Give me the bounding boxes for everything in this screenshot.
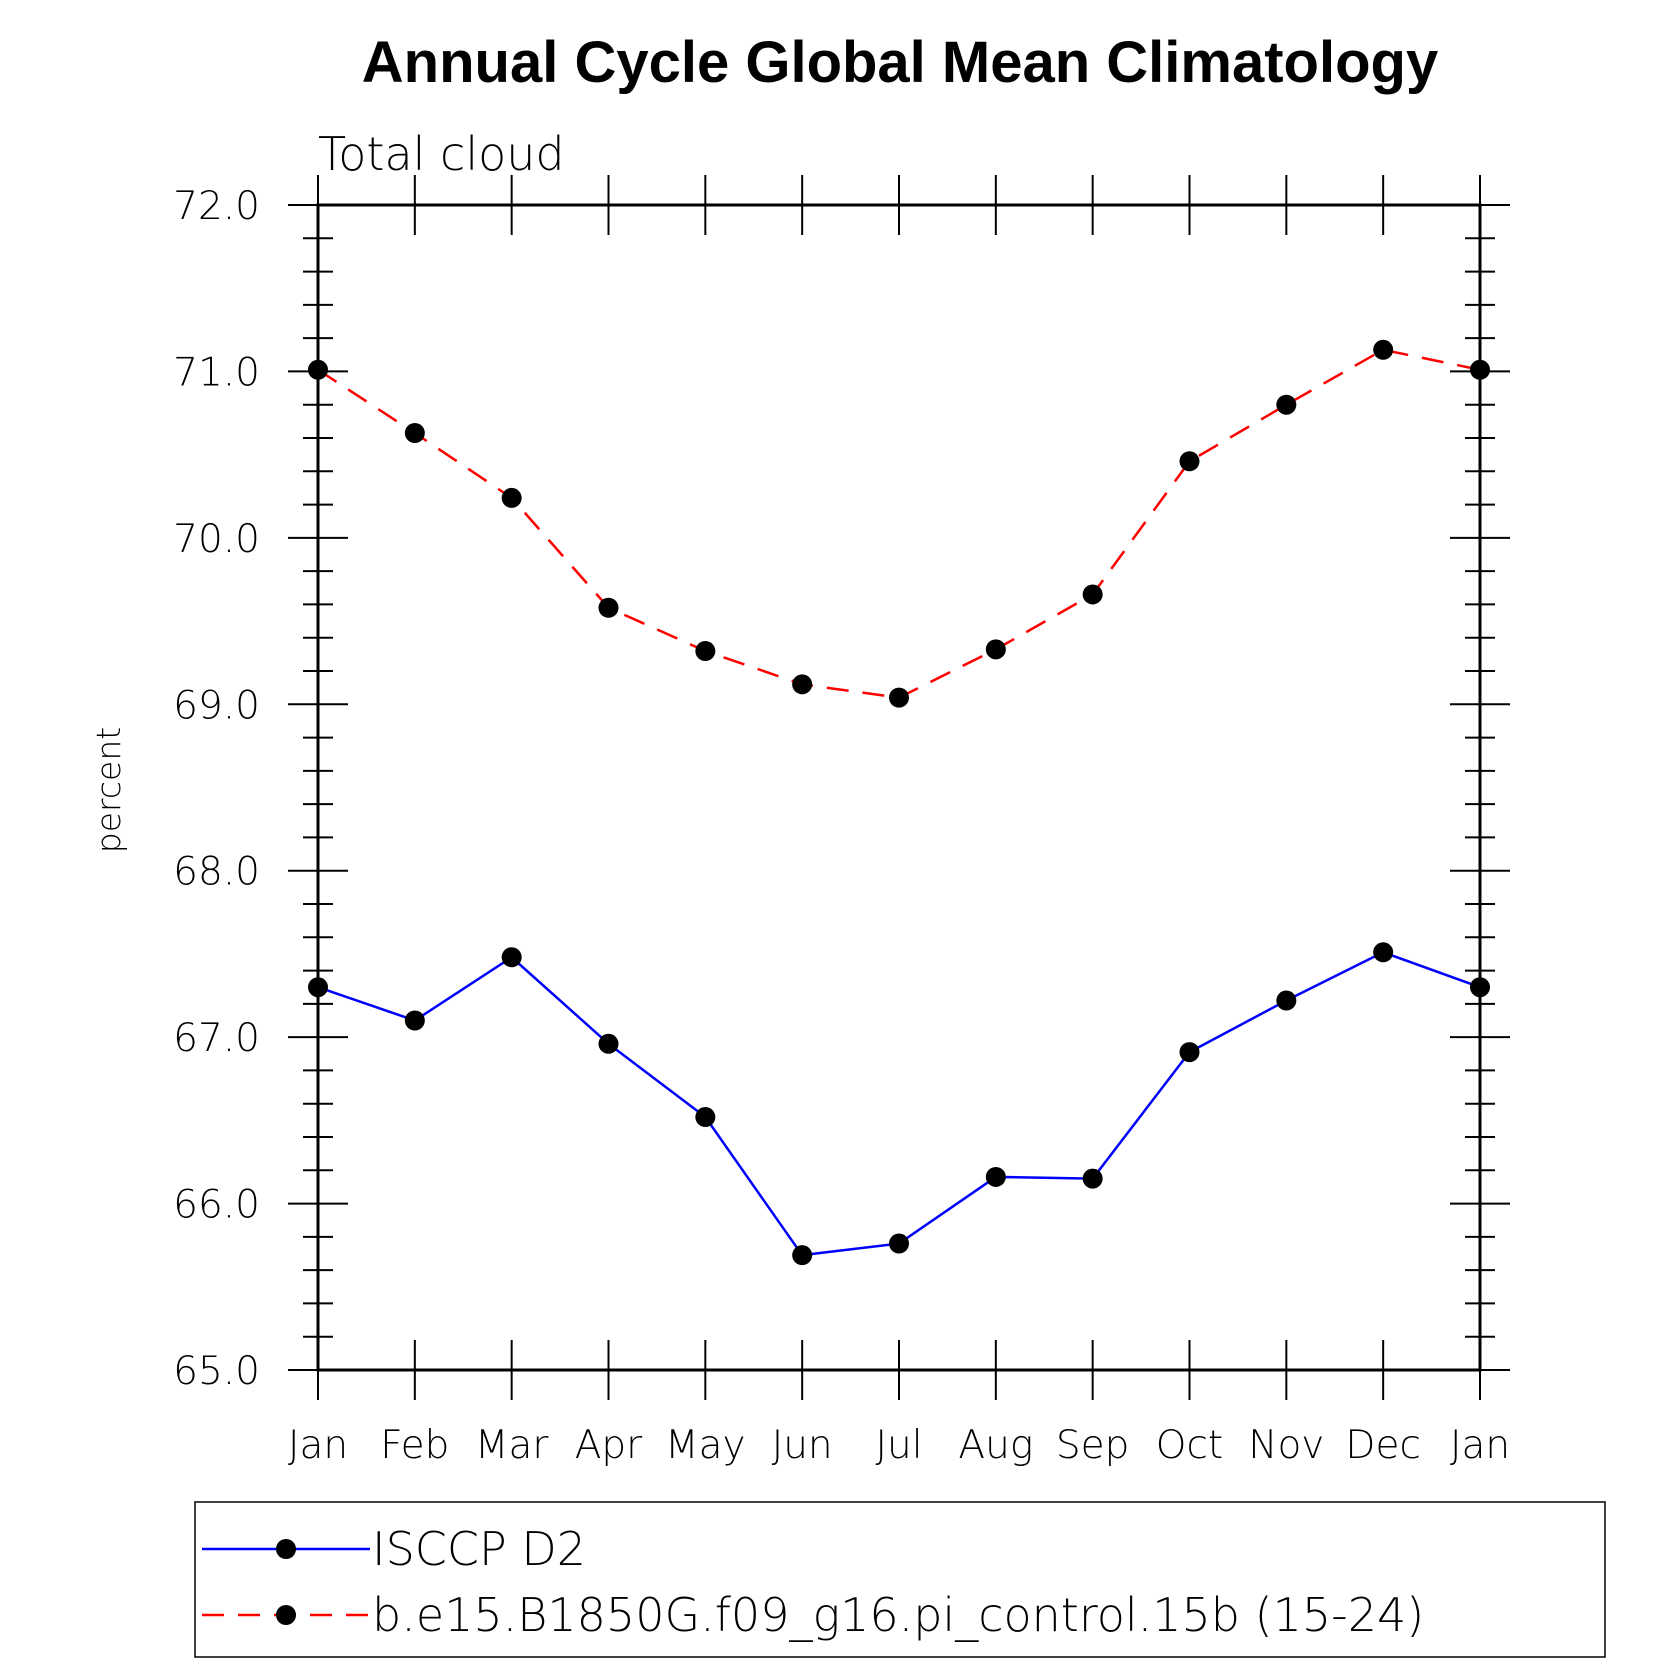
y-tick-label: 68.0 <box>173 850 260 895</box>
x-tick-label: Dec <box>1345 1423 1420 1468</box>
legend-box <box>194 1501 1606 1658</box>
series-line-1 <box>317 950 1481 1257</box>
x-tick-label: Sep <box>1056 1423 1130 1468</box>
x-tick-label: Jun <box>772 1423 833 1468</box>
y-tick-label: 65.0 <box>173 1349 260 1394</box>
chart-subtitle: Total cloud <box>318 127 565 181</box>
data-point-series-1 <box>1179 1042 1200 1063</box>
y-tick-labels: 65.0 66.0 67.0 68.0 69.0 70.0 71.0 72.0 <box>173 184 260 1394</box>
data-point-series-2 <box>308 359 328 380</box>
data-point-series-1 <box>308 977 328 998</box>
legend: ISCCP D2 b.e15.B1850G.f09_g16.pi_control.… <box>194 1501 1606 1658</box>
x-tick-label: Apr <box>575 1423 642 1468</box>
data-point-series-1 <box>404 1010 425 1031</box>
x-tick-label: Jul <box>875 1423 922 1468</box>
y-tick-label: 66.0 <box>173 1183 260 1228</box>
x-tick-label: Oct <box>1156 1423 1223 1468</box>
legend-items: ISCCP D2 b.e15.B1850G.f09_g16.pi_control.… <box>202 1522 1424 1642</box>
data-point-series-2 <box>501 487 522 508</box>
chart-title: Annual Cycle Global Mean Climatology <box>362 30 1438 95</box>
data-point-series-1 <box>1373 942 1394 963</box>
x-tick-label: Mar <box>475 1423 549 1468</box>
y-tick-label: 72.0 <box>173 184 260 229</box>
legend-label-2: b.e15.B1850G.f09_g16.pi_control.15b (15-… <box>372 1588 1424 1642</box>
data-point-series-1 <box>889 1233 909 1254</box>
series-line-2 <box>317 348 1481 699</box>
x-tick-label: Jan <box>288 1423 348 1468</box>
x-tick-label: Jan <box>1450 1423 1510 1468</box>
y-axis-label: percent <box>89 727 128 853</box>
data-point-series-2 <box>1082 584 1103 605</box>
data-point-series-1 <box>1470 977 1490 998</box>
y-tick-label: 71.0 <box>173 350 260 395</box>
series-layer <box>308 339 1490 1266</box>
data-point-series-2 <box>1373 339 1394 360</box>
y-tick-label: 70.0 <box>173 517 260 562</box>
data-point-series-1 <box>501 947 522 968</box>
data-point-series-2 <box>985 639 1006 660</box>
data-point-series-1 <box>985 1166 1006 1187</box>
data-point-series-2 <box>404 423 425 444</box>
y-tick-label: 69.0 <box>173 683 260 728</box>
legend-marker-2 <box>276 1605 296 1625</box>
x-tick-label: Aug <box>958 1423 1033 1468</box>
x-tick-label: May <box>665 1423 746 1468</box>
data-point-series-2 <box>792 674 813 695</box>
data-point-series-2 <box>695 641 716 662</box>
plot-frame <box>316 203 1482 1372</box>
data-point-series-1 <box>1082 1168 1103 1189</box>
legend-label-1: ISCCP D2 <box>372 1522 586 1576</box>
x-tick-label: Nov <box>1248 1423 1324 1468</box>
x-tick-labels: Jan Feb Mar Apr May Jun Jul Aug Sep Oct Nov Dec Jan <box>288 1423 1510 1468</box>
legend-marker-1 <box>276 1539 296 1559</box>
y-tick-label: 67.0 <box>173 1016 260 1061</box>
data-point-series-2 <box>889 687 909 708</box>
data-point-series-2 <box>1276 394 1297 415</box>
data-point-series-2 <box>1179 451 1200 472</box>
data-point-series-1 <box>792 1245 813 1266</box>
data-point-series-2 <box>598 597 619 618</box>
data-point-series-2 <box>1470 359 1490 380</box>
axis-ticks <box>288 175 1510 1400</box>
x-tick-label: Feb <box>380 1423 449 1468</box>
data-point-series-1 <box>1276 990 1297 1011</box>
data-point-series-1 <box>695 1107 716 1128</box>
data-point-series-1 <box>598 1033 619 1054</box>
